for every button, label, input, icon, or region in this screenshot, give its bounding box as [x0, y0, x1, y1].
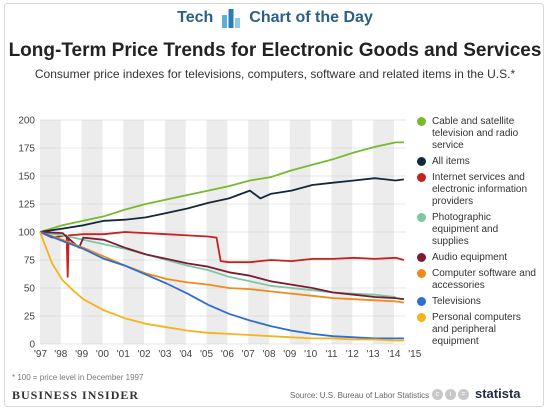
legend-item: Cable and satellite television and radio…: [417, 116, 537, 152]
x-tick-label: '03: [158, 349, 171, 360]
x-tick-label: '14: [387, 349, 400, 360]
legend-item: Televisions: [417, 296, 537, 308]
legend-label: Cable and satellite television and radio…: [432, 116, 519, 151]
x-tick-label: '06: [221, 349, 234, 360]
legend-label: Computer software and accessories: [432, 268, 536, 291]
legend-swatch: [417, 297, 426, 306]
x-tick-label: '08: [262, 349, 275, 360]
legend-swatch: [417, 213, 426, 222]
x-tick-label: '99: [75, 349, 88, 360]
series-line-2: [39, 177, 405, 233]
header-label: Chart of the Day: [249, 9, 373, 26]
y-tick-label: 150: [18, 172, 35, 183]
y-tick-label: 0: [29, 340, 35, 351]
y-tick-label: 175: [18, 144, 35, 155]
x-tick-label: '15: [408, 349, 421, 360]
y-tick-label: 125: [18, 200, 35, 211]
license-icons: c i =: [432, 389, 469, 400]
publisher-logo: BUSINESS INSIDER: [12, 388, 140, 402]
legend-label: Televisions: [432, 296, 481, 307]
legend-swatch: [417, 313, 426, 322]
legend-label: Personal computers and peripheral equipm…: [432, 312, 521, 347]
legend-item: All items: [417, 156, 537, 168]
legend-item: Photographic equipment and supplies: [417, 212, 537, 248]
x-tick-label: '12: [346, 349, 359, 360]
chart-subtitle: Consumer price indexes for televisions, …: [34, 67, 516, 81]
y-tick-label: 200: [18, 116, 35, 127]
y-tick-label: 75: [24, 256, 36, 267]
legend-swatch: [417, 269, 426, 278]
source-note: Source: U.S. Bureau of Labor Statistics: [290, 391, 430, 400]
x-tick-label: '07: [242, 349, 255, 360]
legend-swatch: [417, 157, 426, 166]
legend-item: Computer software and accessories: [417, 268, 537, 292]
x-tick-label: '97: [34, 349, 47, 360]
legend-item: Internet services and electronic informa…: [417, 172, 537, 208]
series-line-5: [39, 231, 405, 301]
x-tick-label: '11: [325, 349, 338, 360]
legend-label: All items: [432, 156, 470, 167]
legend-label: Audio equipment: [432, 252, 508, 263]
statista-logo: statista: [475, 386, 521, 401]
legend-swatch: [417, 117, 426, 126]
x-tick-label: '02: [138, 349, 151, 360]
x-tick-label: '01: [117, 349, 130, 360]
x-tick-label: '05: [200, 349, 213, 360]
legend-swatch: [417, 253, 426, 262]
info-icon: i: [445, 389, 456, 400]
header-banner: Tech Chart of the Day: [0, 0, 550, 36]
bar-chart-icon: [222, 9, 241, 28]
legend: Cable and satellite television and radio…: [417, 116, 537, 352]
series-line-1: [39, 141, 404, 233]
x-tick-label: '10: [304, 349, 317, 360]
chart-title: Long-Term Price Trends for Electronic Go…: [8, 40, 542, 61]
legend-label: Photographic equipment and supplies: [432, 212, 499, 247]
footnote: * 100 = price level in December 1997: [12, 373, 144, 382]
series-line-6: [39, 231, 405, 304]
x-tick-label: '98: [54, 349, 67, 360]
legend-item: Audio equipment: [417, 252, 537, 264]
series-line-8: [39, 231, 404, 342]
y-tick-label: 25: [24, 312, 36, 323]
equals-icon: =: [458, 389, 469, 400]
legend-swatch: [417, 173, 426, 182]
header-brand: Tech: [177, 9, 214, 26]
x-tick-label: '09: [283, 349, 296, 360]
legend-label: Internet services and electronic informa…: [432, 172, 528, 207]
cc-icon: c: [432, 389, 443, 400]
legend-item: Personal computers and peripheral equipm…: [417, 312, 537, 348]
series-line-7: [39, 231, 404, 340]
y-tick-label: 50: [24, 284, 36, 295]
y-tick-label: 100: [18, 228, 35, 239]
x-tick-label: '13: [367, 349, 380, 360]
x-tick-label: '00: [96, 349, 109, 360]
x-tick-label: '04: [179, 349, 192, 360]
